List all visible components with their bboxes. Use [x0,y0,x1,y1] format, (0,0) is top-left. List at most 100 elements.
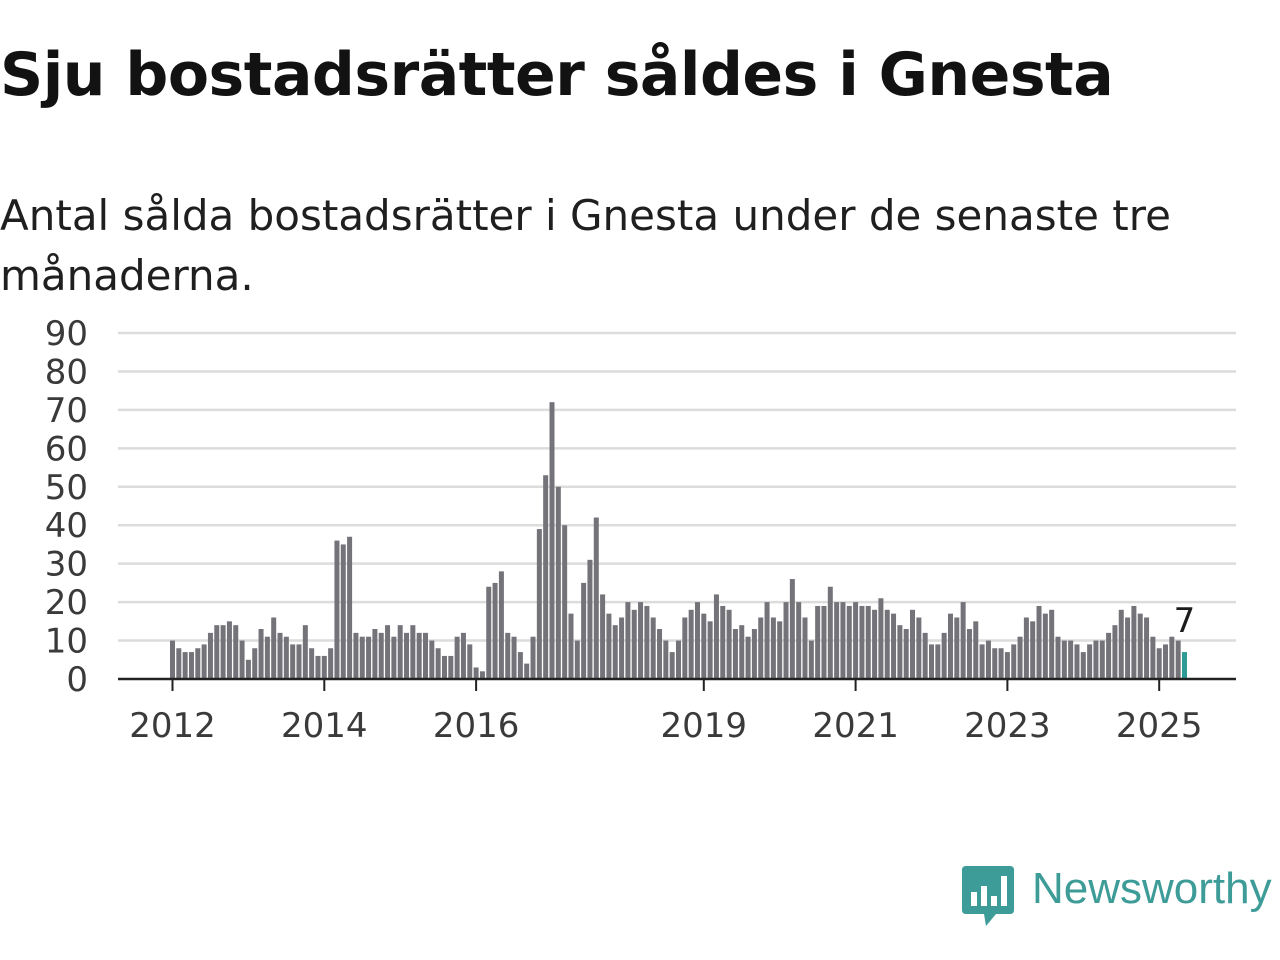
bar [296,644,302,679]
bar [1093,640,1099,679]
bar [353,632,359,679]
bar [745,636,751,679]
bar [834,602,840,679]
y-tick-label: 50 [45,468,88,508]
bar [688,609,694,679]
bar [802,617,808,679]
bar [1118,609,1124,679]
bar [423,632,428,679]
y-tick-label: 80 [45,352,88,392]
bar [530,636,536,679]
bar [170,640,175,679]
bar [207,632,213,679]
bar [1042,613,1048,679]
bar [524,663,530,679]
bar [195,648,201,679]
bar [176,648,182,679]
bar [985,640,991,679]
bar [1011,644,1017,679]
bar [821,605,827,679]
bar [979,644,985,679]
bar [302,625,308,679]
bar [252,648,258,679]
bar [676,640,681,679]
bar [429,640,435,679]
bar [359,636,365,679]
bar-chart-speech-bubble-icon [962,866,1014,926]
bar [891,613,897,679]
bar [770,617,776,679]
bar [606,613,612,679]
bar [214,625,220,679]
y-tick-label: 10 [45,622,88,662]
bar [1049,609,1055,679]
bar [789,579,795,679]
bar [1163,644,1169,679]
bar [1125,617,1131,679]
bar [713,594,719,679]
bar [1087,644,1093,679]
bar [992,648,998,679]
x-tick-label: 2025 [1116,706,1203,746]
x-tick-label: 2023 [964,706,1051,746]
bar [922,632,928,679]
bar [511,636,517,679]
bar [631,609,637,679]
y-tick-label: 0 [66,660,88,700]
bar [334,540,340,679]
bar [954,617,960,679]
bar [435,648,441,679]
bar [726,609,732,679]
bar [846,605,852,679]
bar [593,517,599,679]
bar [391,636,397,679]
bar [581,582,587,679]
chart-subtitle: Antal sålda bostadsrätter i Gnesta under… [0,191,1171,300]
bar [315,655,321,679]
bar [283,636,289,679]
bar [1074,644,1080,679]
bar [245,659,251,679]
x-axis-labels: 2012 2014 2016 2019 2021 2023 2025 [129,706,1202,746]
gridlines [118,331,1236,642]
bar [441,655,447,679]
bar [562,525,568,679]
bar [1131,605,1137,679]
bar [758,617,764,679]
bar [182,652,188,679]
bar [663,640,669,679]
bar [1150,636,1156,679]
bar [884,609,890,679]
bar [543,475,549,679]
y-tick-label: 60 [45,429,88,469]
bar [707,621,713,679]
bar [1169,636,1175,679]
bar [277,632,283,679]
x-axis-ticks [171,679,1161,691]
bar [549,402,555,679]
bar [1036,605,1042,679]
bar [492,582,498,679]
bar [505,632,511,679]
last-value-label: 7 [1174,601,1196,641]
bar [935,644,941,679]
bar [732,629,738,679]
bar [498,571,504,679]
chart-title: Sju bostadsrätter såldes i Gnesta [0,40,1114,110]
bar [568,613,574,679]
bar [1175,640,1181,679]
bar [815,605,821,679]
bar [574,640,580,679]
bar [865,605,871,679]
bar [410,625,416,679]
bar [1061,640,1067,679]
bar [619,617,625,679]
bar [467,644,473,679]
bar [1030,621,1036,679]
bar [796,602,802,679]
bar [454,636,460,679]
bar [777,621,783,679]
bar [258,629,264,679]
